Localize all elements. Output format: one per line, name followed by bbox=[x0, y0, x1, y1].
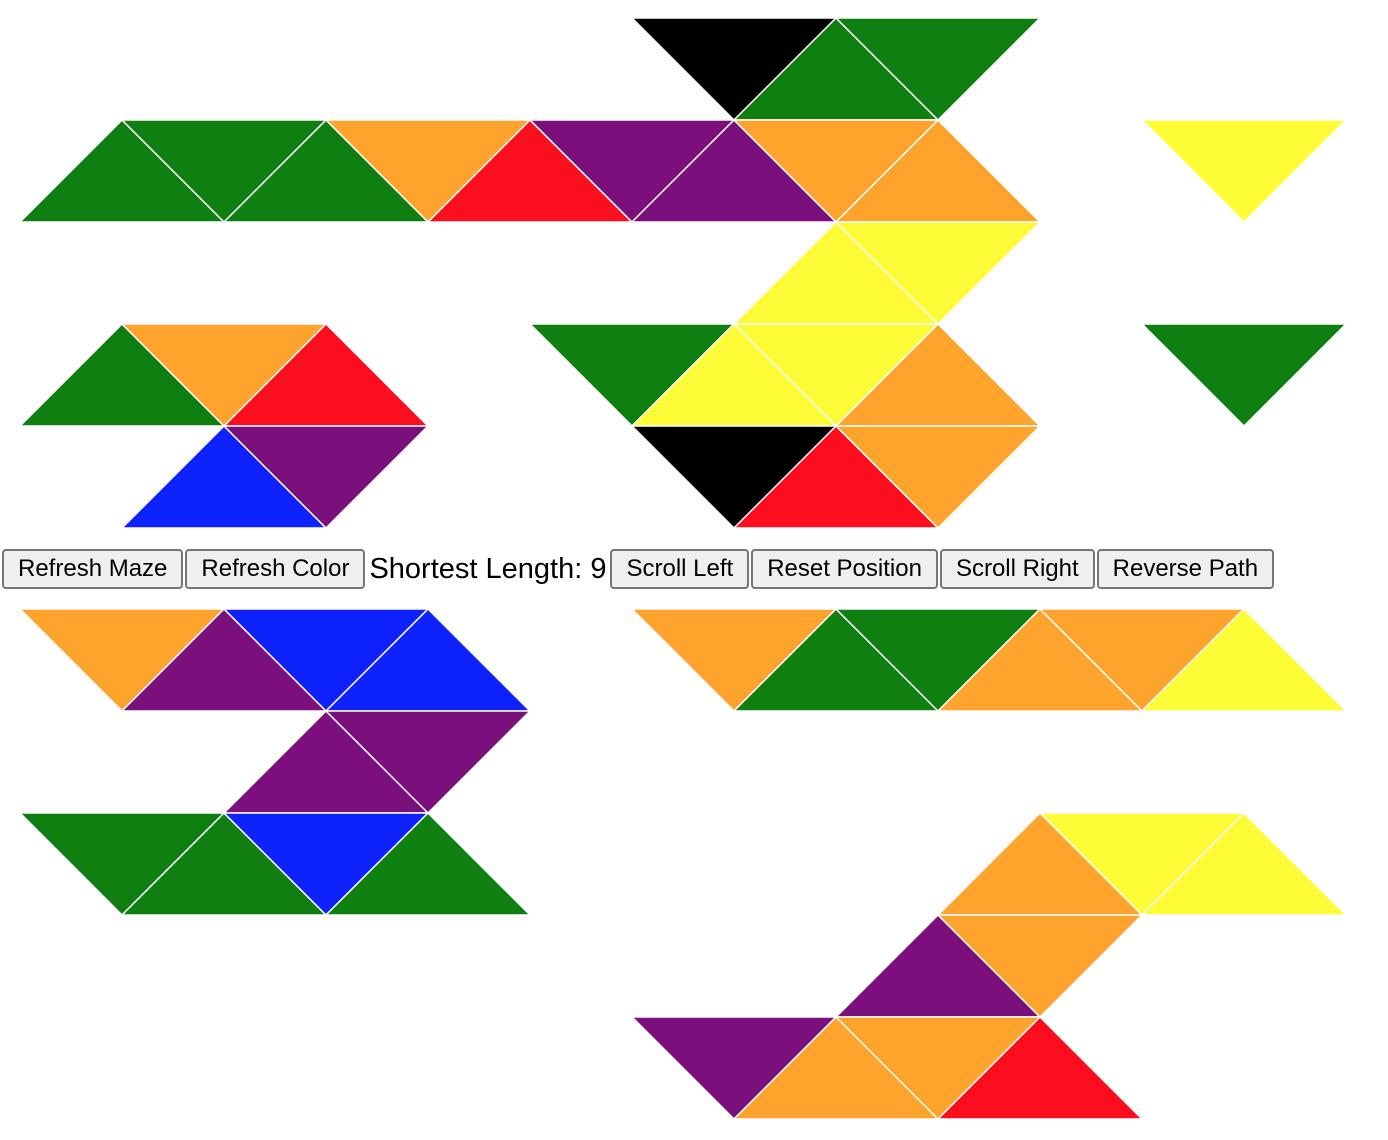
top-tile-r4-c2[interactable] bbox=[222, 425, 430, 530]
top-tile-r4-c8[interactable] bbox=[834, 425, 1042, 530]
maze-bottom-grid[interactable] bbox=[18, 607, 1348, 1121]
top-tile-r2-c8[interactable] bbox=[834, 221, 1042, 326]
shortest-length-value: 9 bbox=[590, 553, 607, 585]
refresh-maze-button[interactable]: Refresh Maze bbox=[2, 549, 184, 589]
scroll-right-button[interactable]: Scroll Right bbox=[939, 549, 1095, 589]
shortest-length-text: Shortest Length: bbox=[369, 553, 591, 585]
bottom-tile-r4-c9[interactable] bbox=[936, 1015, 1144, 1120]
scroll-left-button[interactable]: Scroll Left bbox=[610, 549, 750, 589]
reset-position-button[interactable]: Reset Position bbox=[751, 549, 938, 589]
bottom-tile-r0-c11[interactable] bbox=[1140, 607, 1348, 712]
top-tile-r3-c11[interactable] bbox=[1140, 323, 1348, 428]
reverse-path-button[interactable]: Reverse Path bbox=[1096, 549, 1275, 589]
bottom-tile-r2-c11[interactable] bbox=[1140, 811, 1348, 916]
shortest-length-label: Shortest Length: 9 bbox=[369, 549, 606, 589]
top-tile-r0-c8[interactable] bbox=[834, 17, 1042, 122]
bottom-tile-r3-c9[interactable] bbox=[936, 914, 1144, 1019]
toolbar: Refresh Maze Refresh Color Shortest Leng… bbox=[2, 548, 1276, 590]
refresh-color-button[interactable]: Refresh Color bbox=[185, 549, 366, 589]
bottom-tile-r2-c3[interactable] bbox=[324, 811, 532, 916]
bottom-tile-r1-c3[interactable] bbox=[324, 710, 532, 815]
maze-top-grid[interactable] bbox=[18, 16, 1348, 530]
top-tile-r1-c11[interactable] bbox=[1140, 119, 1348, 224]
